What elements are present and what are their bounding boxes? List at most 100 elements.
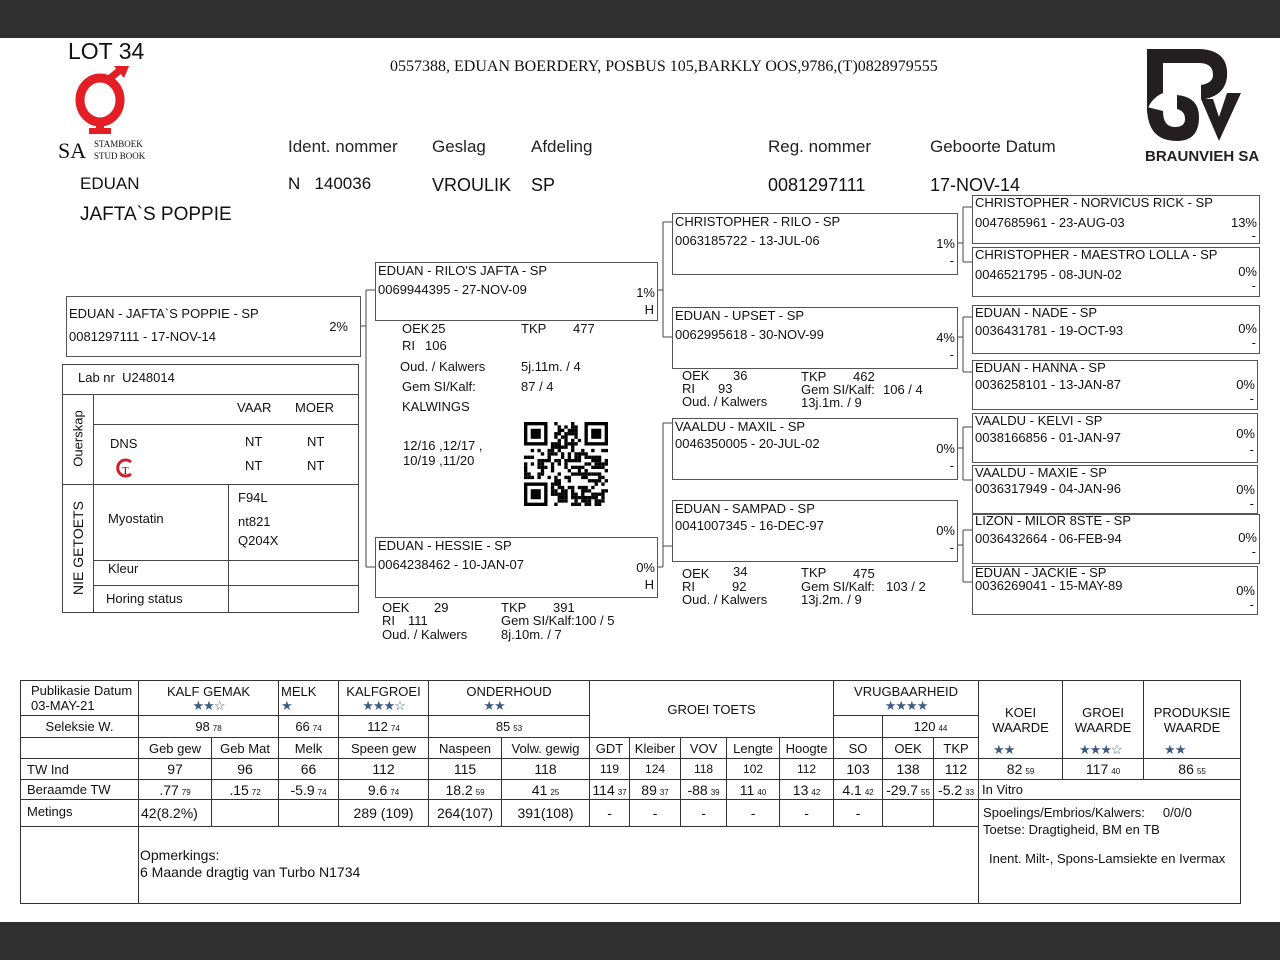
accuracy: 74	[317, 787, 327, 797]
tw-value: 118	[501, 758, 591, 780]
ggp-reg: 0036431781 - 19-OCT-93	[975, 323, 1124, 338]
lot-number: LOT 34	[68, 38, 145, 64]
accuracy: 42	[811, 787, 821, 797]
star-rating: ★★★☆	[1079, 742, 1123, 757]
beraamde-value: .77 79	[138, 779, 212, 800]
dam-reg: 0064238462 - 10-JAN-07	[378, 557, 524, 572]
accuracy: 55	[1196, 767, 1206, 776]
value: 117	[1085, 761, 1109, 777]
metings-value: -	[589, 799, 631, 827]
ggp-name: CHRISTOPHER - NORVICUS RICK - SP	[975, 195, 1213, 210]
pedigree-ggp-6[interactable]: VAALDU - MAXIE - SP 0036317949 - 04-JAN-9…	[972, 465, 1258, 514]
ouerskap-label: Ouerskap	[70, 410, 86, 467]
inent: Inent. Milt-, Spons-Lamsiekte en Ivermax	[989, 851, 1226, 866]
tw-value: 66	[278, 758, 340, 780]
tw-value: 115	[428, 758, 503, 780]
horing-label: Horing status	[106, 591, 183, 606]
sire-mark: H	[644, 302, 654, 317]
beraamde-value: 41 25	[501, 779, 591, 800]
tw-value: 103	[833, 758, 884, 780]
group-label: ONDERHOUD	[466, 684, 552, 699]
metings-value: 391(108)	[501, 799, 591, 827]
sd-ri: 93	[718, 381, 733, 396]
metings-value	[278, 799, 340, 827]
ds-name: VAALDU - MAXIL - SP	[675, 419, 806, 434]
star-rating: ★★★★	[884, 698, 929, 713]
pedigree-sire-sire[interactable]: CHRISTOPHER - RILO - SP 0063185722 - 13-…	[672, 213, 958, 275]
pedigree-ggp-4[interactable]: EDUAN - HANNA - SP 0036258101 - 13-JAN-87…	[972, 360, 1258, 410]
sd-name: EDUAN - UPSET - SP	[675, 308, 805, 323]
myostatin-label: Myostatin	[108, 511, 164, 526]
ggp-mark: -	[1249, 391, 1254, 406]
pedigree-dam-dam[interactable]: EDUAN - SAMPAD - SP 0041007345 - 16-DEC-…	[672, 500, 958, 562]
value: -5.9	[290, 781, 315, 798]
accuracy: 55	[921, 787, 930, 797]
tw-value: 97	[138, 758, 212, 780]
value: 82	[1006, 761, 1023, 777]
tw-label: TW Ind	[20, 758, 139, 780]
dam-mark: H	[644, 577, 654, 592]
toetse: Toetse: Dragtigheid, BM en TB	[983, 822, 1160, 837]
pedigree-ggp-8[interactable]: EDUAN - JACKIE - SP 0036269041 - 15-MAY-8…	[972, 565, 1258, 615]
kalfgroei-header: KALFGROEI ★★★☆	[338, 680, 430, 716]
ggp-pct: 0%	[1238, 264, 1257, 279]
ggp-pct: 13%	[1230, 215, 1257, 230]
pedigree-sire[interactable]: EDUAN - RILO'S JAFTA - SP 0069944395 - 2…	[375, 262, 658, 321]
metings-value: -	[680, 799, 728, 827]
kleur-label: Kleur	[108, 561, 139, 576]
metings-value	[882, 799, 935, 827]
metings-value: 289 (109)	[338, 799, 430, 827]
column-header: Lengte	[726, 737, 781, 759]
dam-oud-label: Oud. / Kalwers	[382, 627, 468, 642]
top-bar	[0, 0, 1280, 38]
value: 4.1	[842, 781, 862, 798]
value: 41	[531, 781, 548, 798]
seleksie-melk: 66 74	[278, 715, 340, 738]
pedigree-dam-sire[interactable]: VAALDU - MAXIL - SP 0046350005 - 20-JUL-…	[672, 418, 958, 480]
sire-pct: 1%	[636, 285, 655, 300]
metings-value: 264(107)	[428, 799, 503, 827]
value: 89	[641, 781, 657, 798]
ggp-pct: 0%	[1236, 377, 1255, 392]
metings-value	[210, 799, 280, 827]
animal-name: JAFTA`S POPPIE	[80, 204, 232, 225]
metings-value: -	[779, 799, 835, 827]
pedigree-ggp-5[interactable]: VAALDU - KELVI - SP 0038166856 - 01-JAN-9…	[972, 413, 1258, 463]
column-header: Geb Mat	[210, 737, 280, 759]
column-header: SO	[833, 737, 884, 759]
star-rating: ★★	[483, 698, 505, 713]
ggp-mark: -	[1249, 442, 1254, 457]
sd-gem: 106 / 4	[883, 382, 923, 397]
dns-vaar: NT	[245, 434, 263, 449]
column-header: GDT	[589, 737, 631, 759]
pedigree-sire-dam[interactable]: EDUAN - UPSET - SP 0062995618 - 30-NOV-9…	[672, 307, 958, 369]
reg-value: 0081297111	[768, 175, 866, 195]
beraamde-label: Beraamde TW	[20, 779, 139, 800]
ggp-name: VAALDU - KELVI - SP	[975, 413, 1103, 428]
pedigree-ggp-3[interactable]: EDUAN - NADE - SP 0036431781 - 19-OCT-93 0…	[972, 305, 1260, 354]
value: 114	[592, 781, 615, 798]
ds-mark: -	[949, 458, 954, 473]
qr-code[interactable]	[522, 422, 610, 506]
tw-value: 118	[680, 758, 728, 780]
pedigree-ggp-1[interactable]: CHRISTOPHER - NORVICUS RICK - SP 00476859…	[972, 195, 1260, 244]
star-rating: ★★	[993, 742, 1015, 757]
ss-pct: 1%	[936, 236, 955, 251]
value: 18.2	[445, 781, 473, 798]
geboorte-value: 17-NOV-14	[930, 175, 1021, 195]
koei-waarde-header: KOEI WAARDE ★★	[978, 680, 1064, 759]
svg-text:T: T	[122, 465, 129, 477]
pedigree-connectors	[360, 206, 972, 583]
vaar-header: VAAR	[237, 400, 272, 415]
metings-value: 42(8.2%)	[138, 799, 212, 827]
pedigree-dam[interactable]: EDUAN - HESSIE - SP 0064238462 - 10-JAN-…	[375, 537, 658, 598]
column-header: Volw. gewig	[501, 737, 591, 759]
pedigree-subject[interactable]: EDUAN - JAFTA`S POPPIE - SP 0081297111 -…	[66, 296, 361, 357]
pedigree-ggp-7[interactable]: LIZON - MILOR 8STE - SP 0036432664 - 06-F…	[972, 513, 1260, 564]
group-label: KALF GEMAK	[166, 684, 251, 699]
beraamde-value: 11 40	[726, 779, 781, 800]
value: 86	[1178, 761, 1194, 777]
pedigree-ggp-2[interactable]: CHRISTOPHER - MAESTRO LOLLA - SP 00465217…	[972, 247, 1260, 297]
dd-gem: 103 / 2	[886, 579, 926, 594]
sire-ri-label: RI	[402, 338, 415, 353]
